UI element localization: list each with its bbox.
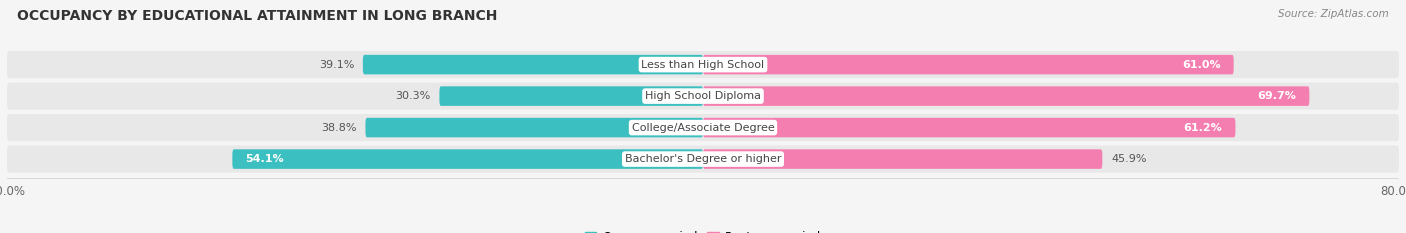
FancyBboxPatch shape <box>703 55 1233 74</box>
Text: Less than High School: Less than High School <box>641 60 765 70</box>
FancyBboxPatch shape <box>703 86 1309 106</box>
FancyBboxPatch shape <box>703 149 1102 169</box>
Legend: Owner-occupied, Renter-occupied: Owner-occupied, Renter-occupied <box>579 226 827 233</box>
Text: 30.3%: 30.3% <box>395 91 430 101</box>
FancyBboxPatch shape <box>232 149 703 169</box>
Text: OCCUPANCY BY EDUCATIONAL ATTAINMENT IN LONG BRANCH: OCCUPANCY BY EDUCATIONAL ATTAINMENT IN L… <box>17 9 498 23</box>
FancyBboxPatch shape <box>7 82 1399 110</box>
Text: 61.2%: 61.2% <box>1184 123 1222 133</box>
Text: Source: ZipAtlas.com: Source: ZipAtlas.com <box>1278 9 1389 19</box>
FancyBboxPatch shape <box>7 146 1399 173</box>
Text: 61.0%: 61.0% <box>1182 60 1220 70</box>
Text: College/Associate Degree: College/Associate Degree <box>631 123 775 133</box>
FancyBboxPatch shape <box>7 114 1399 141</box>
Text: 54.1%: 54.1% <box>246 154 284 164</box>
Text: High School Diploma: High School Diploma <box>645 91 761 101</box>
FancyBboxPatch shape <box>703 118 1236 137</box>
FancyBboxPatch shape <box>7 51 1399 78</box>
Text: Bachelor's Degree or higher: Bachelor's Degree or higher <box>624 154 782 164</box>
Text: 69.7%: 69.7% <box>1257 91 1296 101</box>
FancyBboxPatch shape <box>366 118 703 137</box>
Text: 38.8%: 38.8% <box>321 123 357 133</box>
FancyBboxPatch shape <box>440 86 703 106</box>
Text: 39.1%: 39.1% <box>319 60 354 70</box>
FancyBboxPatch shape <box>363 55 703 74</box>
Text: 45.9%: 45.9% <box>1111 154 1146 164</box>
